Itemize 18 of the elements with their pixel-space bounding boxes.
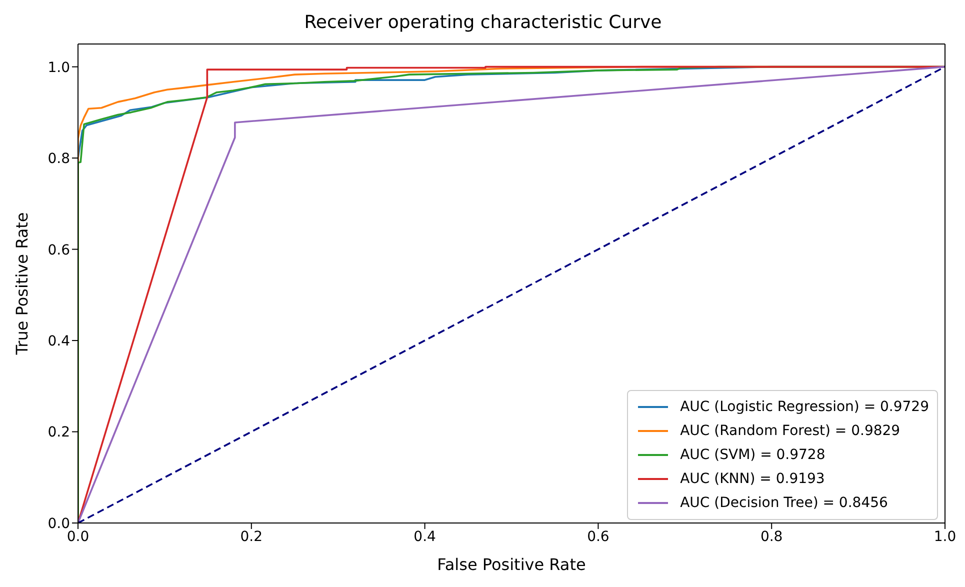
legend-label: AUC (Decision Tree) = 0.8456 [680,495,888,511]
y-tick-label: 0.2 [48,424,70,441]
legend-label: AUC (KNN) = 0.9193 [680,471,825,487]
x-axis-title: False Positive Rate [437,555,586,574]
x-tick-label: 0.2 [240,528,263,545]
x-tick-label: 0.8 [760,528,783,545]
y-tick-label: 1.0 [48,60,70,76]
x-tick-label: 0.4 [414,528,436,545]
legend-label: AUC (Logistic Regression) = 0.9729 [680,399,929,415]
legend-label: AUC (SVM) = 0.9728 [680,447,826,463]
chart-title: Receiver operating characteristic Curve [303,11,663,35]
x-tick-label: 0.6 [587,528,610,545]
y-tick-label: 0.8 [48,151,70,168]
y-tick-label: 0.6 [48,242,70,258]
legend-label: AUC (Random Forest) = 0.9829 [680,423,900,439]
y-axis-title: True Positive Rate [12,212,32,356]
x-tick-label: 1.0 [934,528,956,545]
y-tick-label: 0.4 [48,333,70,350]
